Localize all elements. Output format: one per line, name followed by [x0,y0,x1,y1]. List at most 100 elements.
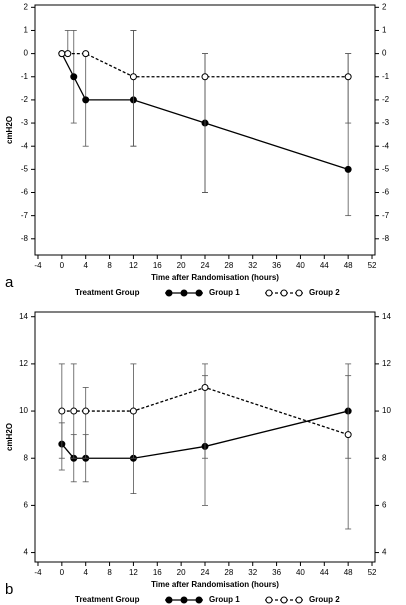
y2-tick-label: -7 [382,211,390,220]
x-tick-label: 16 [153,261,162,270]
x-tick-label: 4 [83,568,88,577]
legend-marker [180,289,188,297]
y-tick-label: -5 [21,164,29,173]
x-axis-label: Time after Randomisation (hours) [151,580,279,589]
legend-title: Treatment Group [75,288,140,297]
legend-marker [265,289,273,297]
y2-tick-label: -6 [382,188,390,197]
x-tick-label: 32 [248,568,257,577]
x-tick-label: -4 [34,261,42,270]
legend-marker [195,596,203,604]
series-line [61,53,349,170]
legend-label: Group 1 [209,288,240,297]
legend-marker [295,289,303,297]
point [82,96,90,104]
x-tick-label: 48 [344,568,353,577]
point [58,407,66,415]
y-tick-label: 1 [24,26,29,35]
x-tick-label: 36 [272,261,281,270]
y2-tick-label: -2 [382,95,390,104]
y2-tick-label: 12 [382,359,391,368]
y-tick-label: 10 [19,406,28,415]
x-tick-label: 0 [60,261,65,270]
point [82,407,90,415]
y-tick-label: -3 [21,118,29,127]
x-tick-label: 44 [320,261,329,270]
point [129,407,137,415]
y2-tick-label: 2 [382,2,387,11]
x-tick-label: 8 [107,261,112,270]
x-tick-label: 20 [177,261,186,270]
y2-tick-label: -3 [382,118,390,127]
panel-label: a [5,274,14,291]
x-tick-label: 16 [153,568,162,577]
point [70,73,78,81]
point [344,73,352,81]
x-tick-label: 24 [201,261,210,270]
y-tick-label: -6 [21,188,29,197]
y2-tick-label: -4 [382,141,390,150]
legend-marker [180,596,188,604]
x-tick-label: 8 [107,568,112,577]
point [201,73,209,81]
y-tick-label: 12 [19,359,28,368]
x-tick-label: 28 [224,568,233,577]
legend-marker [195,289,203,297]
y-tick-label: 6 [24,501,29,510]
x-tick-label: 36 [272,568,281,577]
x-tick-label: 40 [296,568,305,577]
series-line [61,52,349,78]
x-tick-label: 52 [368,568,377,577]
x-tick-label: 12 [129,261,138,270]
x-tick-label: 32 [248,261,257,270]
y-tick-label: -7 [21,211,29,220]
point [82,50,90,58]
legend-label: Group 2 [309,288,340,297]
panel-label: b [5,581,13,598]
x-tick-label: 44 [320,568,329,577]
y-tick-label: 0 [24,49,29,58]
y-axis-label: cmH2O [5,423,14,451]
legend-marker [165,596,173,604]
point [344,165,352,173]
point [344,431,352,439]
legend-label: Group 1 [209,595,240,604]
y-tick-label: 4 [24,548,29,557]
x-axis-label: Time after Randomisation (hours) [151,273,279,282]
legend-marker [165,289,173,297]
x-tick-label: 0 [60,568,65,577]
y2-tick-label: 10 [382,406,391,415]
x-tick-label: 52 [368,261,377,270]
x-tick-label: 4 [83,261,88,270]
legend-title: Treatment Group [75,595,140,604]
y-tick-label: 2 [24,2,29,11]
y-axis-label: cmH2O [5,116,14,144]
x-tick-label: 12 [129,568,138,577]
point [58,50,66,58]
y2-tick-label: 14 [382,312,391,321]
x-tick-label: 20 [177,568,186,577]
y2-tick-label: 1 [382,26,387,35]
x-tick-label: 40 [296,261,305,270]
y2-tick-label: 0 [382,49,387,58]
x-tick-label: 28 [224,261,233,270]
y2-tick-label: 6 [382,501,387,510]
legend-label: Group 2 [309,595,340,604]
legend-marker [280,289,288,297]
y-tick-label: 8 [24,453,29,462]
series-line [61,386,349,436]
legend-marker [295,596,303,604]
legend-marker [280,596,288,604]
x-tick-label: 24 [201,568,210,577]
x-tick-label: -4 [34,568,42,577]
y2-tick-label: -8 [382,234,390,243]
y2-tick-label: 8 [382,453,387,462]
y-tick-label: -1 [21,72,29,81]
point [201,383,209,391]
y-tick-label: 14 [19,312,28,321]
y-tick-label: -2 [21,95,29,104]
y-tick-label: -4 [21,141,29,150]
point [70,407,78,415]
point [129,73,137,81]
